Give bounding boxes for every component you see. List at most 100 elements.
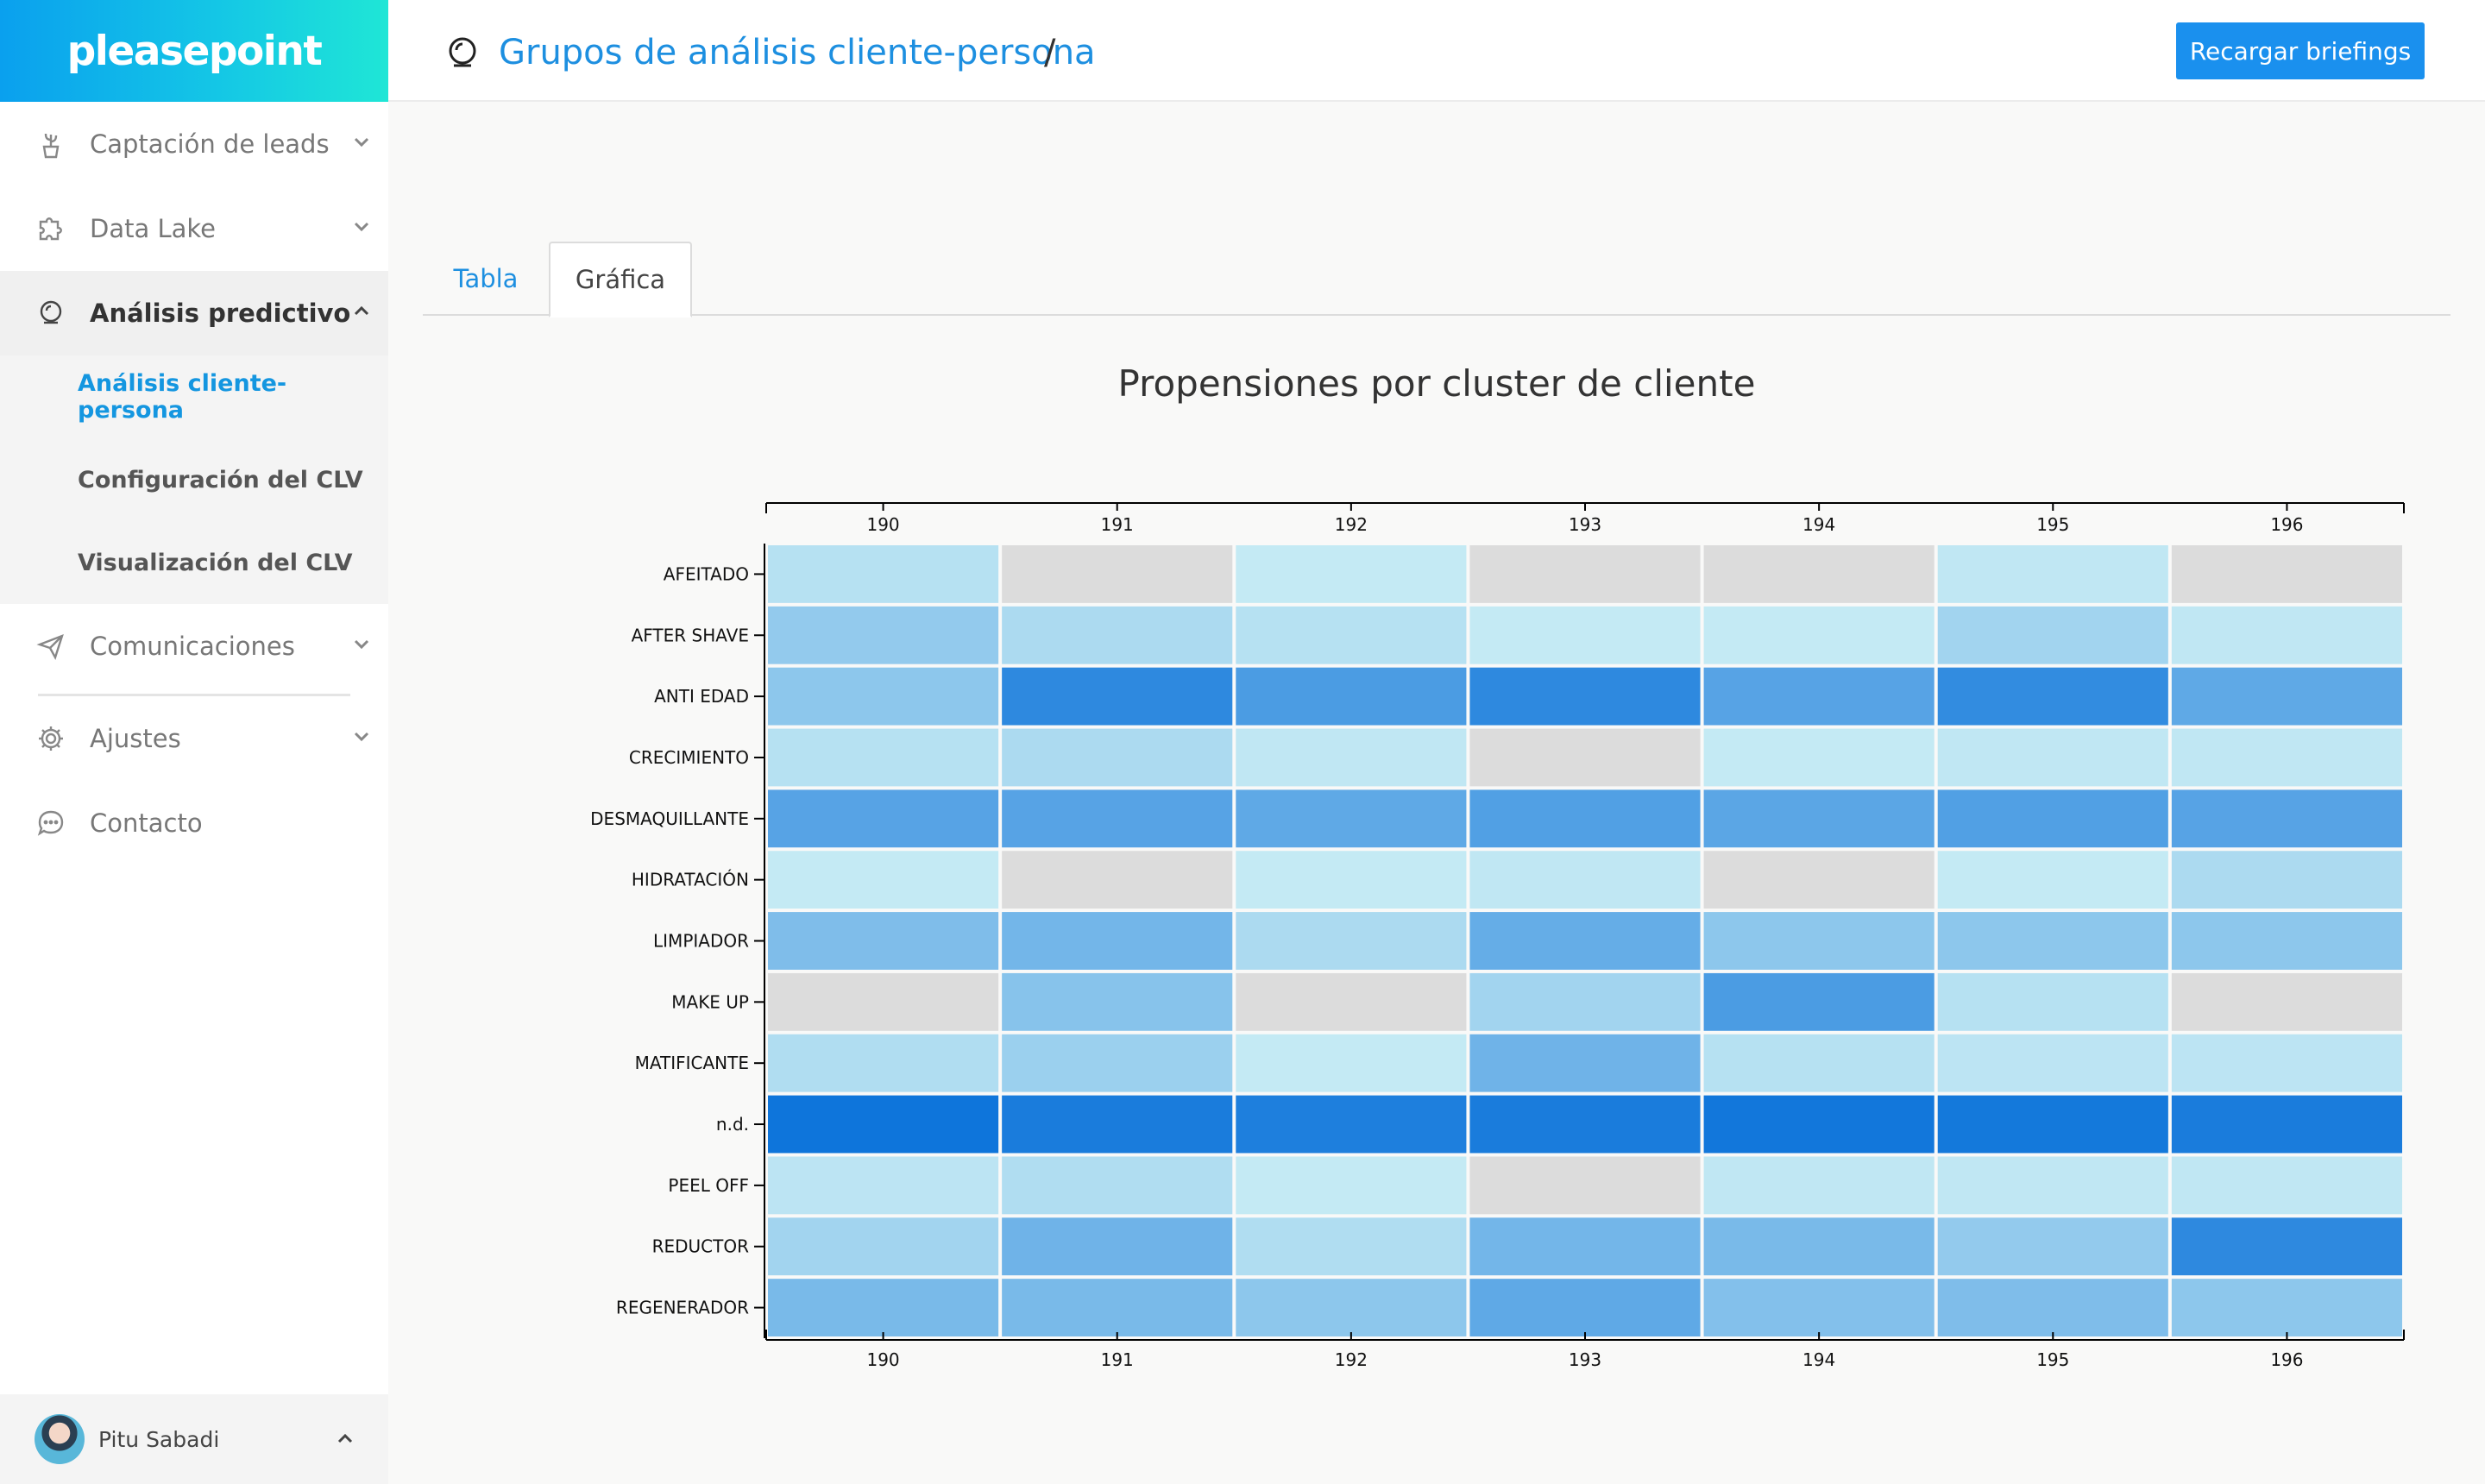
heatmap-cell [2171, 1217, 2402, 1276]
chevron-down-icon[interactable] [350, 131, 373, 154]
chevron-down-icon[interactable] [350, 216, 373, 238]
chat-bubble-icon [36, 808, 66, 838]
heatmap-cell [1236, 851, 1467, 909]
y-tick-label: PEEL OFF [668, 1175, 749, 1196]
heatmap-cell [768, 1034, 999, 1092]
heatmap-cell [1469, 972, 1701, 1031]
heatmap-cell [1937, 545, 2168, 603]
heatmap-cell [768, 912, 999, 970]
heatmap-cell [768, 851, 999, 909]
heatmap-cell [1703, 667, 1935, 726]
heatmap-cell [2171, 789, 2402, 848]
heatmap-cell [1937, 667, 2168, 726]
heatmap-cell [1703, 1095, 1935, 1154]
submenu-item-clv-config[interactable]: Configuración del CLV [78, 466, 363, 494]
heatmap-cell [1937, 606, 2168, 664]
user-menu[interactable]: Pitu Sabadi [0, 1394, 388, 1484]
heatmap-cell [1469, 728, 1701, 787]
reload-briefings-button[interactable]: Recargar briefings [2176, 22, 2425, 79]
heatmap-cell [1002, 1217, 1233, 1276]
sidebar-item-predictive-analysis[interactable]: Análisis predictivo [0, 271, 388, 355]
submenu-item-client-persona[interactable]: Análisis cliente-persona [78, 370, 287, 424]
heatmap-cell [1703, 728, 1935, 787]
x-tick-label-bottom: 193 [1569, 1349, 1601, 1370]
page-title[interactable]: Grupos de análisis cliente-persona [499, 33, 1096, 72]
x-tick-label-top: 194 [1802, 514, 1835, 535]
heatmap-cell [1703, 545, 1935, 603]
x-tick-label-top: 196 [2270, 514, 2303, 535]
heatmap-cell [1469, 789, 1701, 848]
sidebar-item-communications[interactable]: Comunicaciones [0, 604, 388, 689]
breadcrumb-separator: / [1044, 33, 1056, 72]
sidebar-item-lead-capture[interactable]: Captación de leads [0, 102, 388, 186]
heatmap-cell [768, 667, 999, 726]
submenu-item-clv-visualization[interactable]: Visualización del CLV [78, 549, 353, 576]
y-tick-label: HIDRATACIÓN [632, 870, 749, 890]
heatmap-cell [1469, 1279, 1701, 1336]
heatmap-cell [1937, 728, 2168, 787]
y-tick-label: AFTER SHAVE [632, 625, 749, 645]
heatmap-cell [768, 789, 999, 848]
heatmap-cell [1236, 972, 1467, 1031]
heatmap-cell [1469, 667, 1701, 726]
heatmap-cell [1002, 789, 1233, 848]
heatmap-cell [1236, 667, 1467, 726]
heatmap-cell [768, 545, 999, 603]
heatmap-cell [2171, 1034, 2402, 1092]
heatmap-cell [768, 1279, 999, 1336]
heatmap-cell [2171, 606, 2402, 664]
y-tick-label: LIMPIADOR [653, 931, 749, 952]
x-tick-label-top: 192 [1335, 514, 1368, 535]
heatmap-cell [1937, 789, 2168, 848]
heatmap-cell [1002, 851, 1233, 909]
heatmap-cell [1002, 606, 1233, 664]
heatmap-cell [1236, 1279, 1467, 1336]
heatmap-cell [1469, 912, 1701, 970]
heatmap-cell [2171, 545, 2402, 603]
heatmap-cell [2171, 972, 2402, 1031]
sidebar-item-label: Análisis predictivo [90, 299, 351, 328]
x-tick-label-top: 190 [866, 514, 899, 535]
view-tabs: Tabla Gráfica [423, 242, 2450, 318]
avatar [35, 1414, 85, 1464]
y-tick-label: REGENERADOR [616, 1298, 749, 1318]
sidebar-item-label: Ajustes [90, 724, 181, 753]
y-tick-label: REDUCTOR [652, 1236, 749, 1257]
x-tick-label-bottom: 195 [2036, 1349, 2069, 1370]
x-tick-label-bottom: 191 [1101, 1349, 1134, 1370]
x-tick-label-bottom: 192 [1335, 1349, 1368, 1370]
sidebar: pleasepoint Captación de leads Data Lake… [0, 0, 388, 1484]
heatmap-cell [1703, 972, 1935, 1031]
y-tick-label: n.d. [716, 1114, 749, 1135]
tab-chart[interactable]: Gráfica [549, 242, 692, 318]
y-tick-label: CRECIMIENTO [629, 747, 749, 768]
heatmap-cell [1469, 1034, 1701, 1092]
chevron-down-icon[interactable] [350, 726, 373, 748]
sidebar-item-settings[interactable]: Ajustes [0, 696, 388, 781]
chevron-down-icon[interactable] [350, 633, 373, 656]
heatmap-cell [1937, 912, 2168, 970]
tab-table[interactable]: Tabla [453, 264, 519, 293]
user-name: Pitu Sabadi [98, 1426, 220, 1452]
heatmap-cell [1236, 912, 1467, 970]
gear-icon [36, 724, 66, 753]
heatmap-cell [1236, 545, 1467, 603]
heatmap-cell [1002, 1034, 1233, 1092]
heatmap-cell [1703, 606, 1935, 664]
sidebar-item-contact[interactable]: Contacto [0, 781, 388, 865]
heatmap-cell [1002, 667, 1233, 726]
chevron-up-icon[interactable] [335, 1429, 355, 1449]
heatmap-cell [1236, 728, 1467, 787]
heatmap-cell [2171, 728, 2402, 787]
heatmap-cell [1002, 728, 1233, 787]
brand-logo[interactable]: pleasepoint [0, 0, 388, 102]
chevron-up-icon[interactable] [350, 300, 373, 323]
heatmap-cell [1002, 1095, 1233, 1154]
y-tick-label: MATIFICANTE [635, 1053, 749, 1073]
heatmap-cell [768, 728, 999, 787]
sidebar-item-data-lake[interactable]: Data Lake [0, 186, 388, 271]
sidebar-divider [38, 694, 350, 696]
y-tick-label: ANTI EDAD [654, 686, 749, 707]
heatmap-cell [1236, 1034, 1467, 1092]
